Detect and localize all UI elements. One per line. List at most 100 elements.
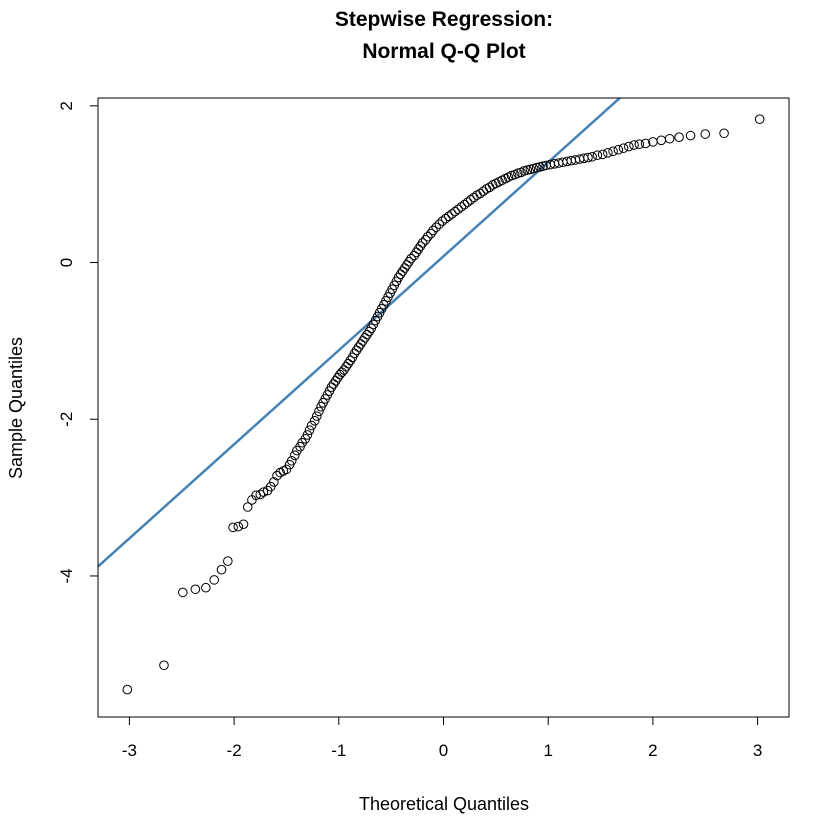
data-point: [216, 564, 227, 575]
data-point: [258, 487, 269, 497]
data-point: [223, 556, 233, 566]
data-point: [330, 376, 341, 386]
x-tick-label: -1: [331, 741, 346, 760]
y-tick-label: -4: [57, 568, 76, 583]
data-point: [159, 660, 169, 671]
data-point: [364, 326, 374, 337]
data-point: [341, 361, 351, 372]
data-point: [269, 477, 279, 487]
data-point: [314, 406, 324, 417]
data-point: [209, 575, 220, 585]
data-point: [583, 152, 593, 163]
data-point: [201, 582, 211, 593]
data-point: [674, 132, 684, 142]
data-point: [309, 416, 320, 426]
data-point: [685, 130, 696, 141]
data-point: [754, 114, 765, 124]
data-point: [428, 225, 438, 236]
x-tick-label: -2: [227, 741, 242, 760]
data-point: [456, 202, 467, 212]
data-point: [443, 211, 454, 222]
data-point: [312, 411, 322, 421]
data-point: [422, 231, 433, 242]
data-point: [353, 342, 364, 352]
data-point: [608, 146, 618, 157]
data-point: [597, 149, 608, 160]
data-point: [397, 266, 408, 276]
data-point: [629, 140, 639, 150]
data-point: [700, 129, 711, 139]
data-point: [450, 206, 460, 217]
data-point: [437, 216, 448, 226]
data-point: [238, 519, 249, 530]
data-point: [453, 204, 463, 215]
data-point: [447, 209, 457, 219]
data-point: [459, 199, 470, 210]
chart-title-line-1: Stepwise Regression:: [335, 8, 553, 31]
data-point: [290, 450, 300, 461]
data-point: [465, 195, 476, 205]
data-point: [360, 332, 370, 343]
y-tick-label: -2: [57, 412, 76, 427]
data-point: [426, 228, 436, 239]
y-axis-label: Sample Quantiles: [6, 337, 26, 479]
data-point: [664, 133, 675, 144]
data-point: [624, 141, 634, 152]
data-point: [399, 263, 410, 273]
data-point: [233, 521, 244, 532]
x-tick-label: 0: [439, 741, 448, 760]
data-point: [345, 355, 356, 366]
data-point: [362, 329, 372, 340]
data-point: [417, 238, 428, 248]
plot-frame: [97, 97, 790, 718]
plot-area: [98, 98, 765, 695]
x-tick-label: 3: [753, 741, 762, 760]
data-point: [402, 260, 412, 270]
data-point: [404, 256, 414, 267]
data-point: [434, 219, 445, 229]
data-point: [475, 188, 485, 199]
data-point: [613, 144, 624, 155]
data-point: [337, 367, 347, 378]
y-axis: -4 -2 0 2: [57, 101, 99, 584]
data-point: [656, 135, 667, 146]
data-point: [618, 143, 629, 153]
data-point: [332, 372, 343, 383]
data-point: [272, 470, 282, 481]
data-point: [302, 430, 313, 440]
data-point: [462, 197, 473, 208]
x-tick-label: -3: [122, 741, 137, 760]
y-tick-label: 2: [57, 101, 76, 110]
data-point: [255, 489, 266, 500]
x-axis-label: Theoretical Quantiles: [359, 794, 529, 814]
data-point: [228, 522, 238, 533]
data-point: [286, 455, 297, 466]
data-point: [440, 213, 451, 224]
x-axis: -3 -2 -1 0 1 2 3: [122, 716, 762, 760]
data-point: [640, 138, 651, 149]
data-point: [358, 336, 368, 346]
x-tick-label: 1: [543, 741, 552, 760]
data-point: [603, 148, 613, 158]
data-point: [411, 247, 422, 258]
data-point: [328, 379, 339, 389]
data-point: [420, 235, 431, 245]
data-point: [242, 502, 253, 512]
data-point: [190, 584, 201, 595]
data-point: [304, 425, 315, 436]
x-tick-label: 2: [648, 741, 657, 760]
data-point: [265, 481, 276, 492]
data-point: [406, 253, 416, 264]
data-point: [592, 150, 603, 160]
data-point: [431, 222, 441, 233]
y-tick-label: 0: [57, 258, 76, 267]
data-point: [122, 684, 133, 695]
data-point: [306, 420, 317, 431]
data-point: [413, 244, 424, 255]
chart-title-line-2: Normal Q-Q Plot: [362, 40, 525, 63]
data-point: [355, 339, 366, 349]
data-point: [634, 139, 645, 150]
data-point: [587, 151, 597, 162]
data-point: [281, 464, 292, 475]
